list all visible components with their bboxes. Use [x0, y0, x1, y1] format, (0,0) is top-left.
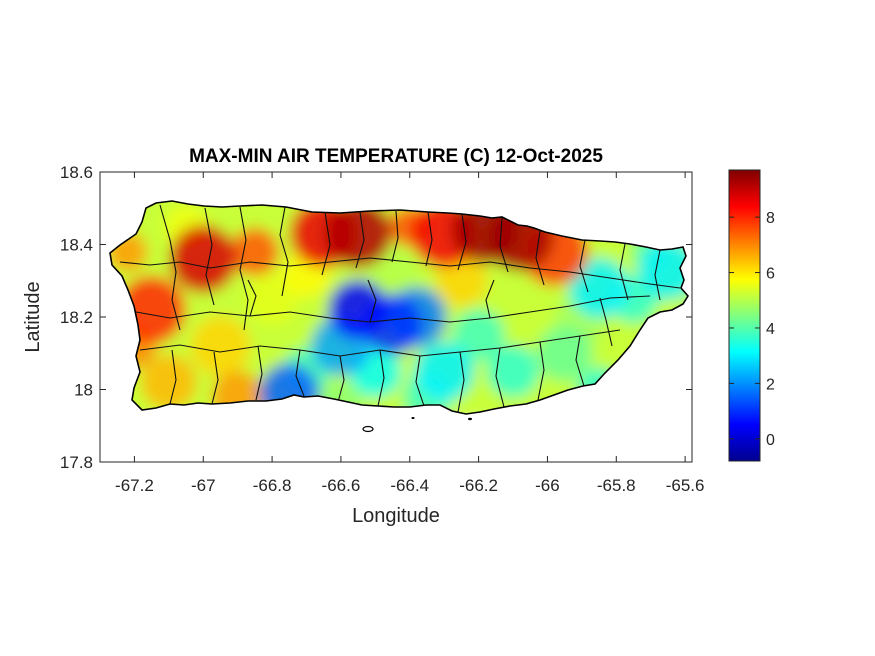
municipality-line-19: [255, 345, 263, 401]
islet-southwest: [411, 417, 415, 419]
municipality-boundaries: [119, 204, 681, 413]
municipality-line-10: [535, 230, 545, 286]
municipality-line-14: [119, 257, 681, 289]
municipality-line-30: [367, 279, 377, 323]
municipality-line-8: [457, 213, 467, 271]
municipality-line-11: [579, 239, 589, 293]
municipality-line-26: [537, 341, 545, 401]
colorbar-tick-label: 2: [766, 376, 775, 393]
municipality-line-28: [599, 297, 613, 347]
colorbar-tick-label: 0: [766, 432, 775, 449]
x-tick-label: -66.4: [390, 476, 429, 495]
islets: [362, 417, 472, 433]
municipality-line-25: [495, 347, 505, 408]
municipality-line-20: [295, 349, 305, 397]
temperature-field: [110, 201, 688, 414]
field-patch-10: [536, 325, 593, 382]
colorbar: 0 2 4 6 8: [728, 169, 775, 462]
field-patch-4: [140, 354, 197, 411]
coldspot-5: [414, 341, 475, 402]
municipality-line-1: [204, 207, 215, 306]
y-tick-label: 18.2: [60, 308, 93, 327]
municipality-line-21: [337, 355, 345, 403]
hotspot-0: [324, 201, 393, 268]
coastline: [109, 200, 689, 415]
field-patch-15: [435, 254, 488, 307]
islet-south: [468, 417, 472, 421]
municipality-line-12: [619, 243, 629, 301]
municipality-line-0: [159, 204, 181, 331]
field-patch-9: [487, 345, 539, 398]
field-patch-8: [452, 309, 505, 362]
municipality-line-31: [247, 279, 257, 317]
field-patch-13: [366, 247, 419, 300]
chart-title: MAX-MIN AIR TEMPERATURE (C) 12-Oct-2025: [189, 146, 603, 167]
municipality-line-4: [321, 211, 331, 276]
municipality-line-2: [239, 206, 249, 331]
municipality-line-23: [415, 355, 425, 407]
colorbar-tick-label: 8: [766, 210, 775, 227]
x-tick-label: -65.8: [597, 476, 636, 495]
y-tick-label: 18.4: [60, 236, 93, 255]
x-axis-label: Longitude: [352, 505, 440, 527]
y-tick-label: 18: [74, 381, 93, 400]
municipality-line-3: [279, 206, 289, 297]
colorbar-gradient: [728, 169, 761, 462]
y-tick-label: 17.8: [60, 453, 93, 472]
municipality-line-15: [135, 295, 651, 323]
municipality-line-18: [211, 351, 219, 405]
municipality-line-22: [377, 349, 385, 407]
y-tick-label: 18.6: [60, 163, 93, 182]
field-patch-2: [246, 272, 299, 325]
y-axis-label: Latitude: [22, 281, 44, 352]
field-patch-1: [230, 227, 279, 276]
x-tick-label: -66.8: [253, 476, 292, 495]
municipality-line-24: [457, 351, 465, 413]
x-tick-label: -66.2: [459, 476, 498, 495]
municipality-line-9: [499, 217, 509, 273]
municipality-line-29: [485, 279, 495, 319]
colorbar-tick-label: 6: [766, 266, 775, 283]
municipality-line-13: [654, 249, 661, 301]
x-tick-label: -67: [191, 476, 216, 495]
municipality-line-7: [425, 211, 433, 267]
field-patch-3: [190, 316, 251, 376]
municipality-line-17: [169, 349, 177, 405]
municipality-line-27: [575, 335, 585, 387]
coldspot-0: [328, 279, 389, 340]
x-tick-label: -67.2: [115, 476, 154, 495]
islet-caja-de-muertos: [362, 425, 374, 433]
x-tick-label: -66: [535, 476, 560, 495]
x-tick-label: -66.6: [322, 476, 361, 495]
municipality-line-6: [391, 210, 399, 263]
hotspot-3: [169, 225, 238, 293]
colorbar-tick-label: 4: [766, 321, 775, 338]
x-tick-label: -65.6: [666, 476, 705, 495]
